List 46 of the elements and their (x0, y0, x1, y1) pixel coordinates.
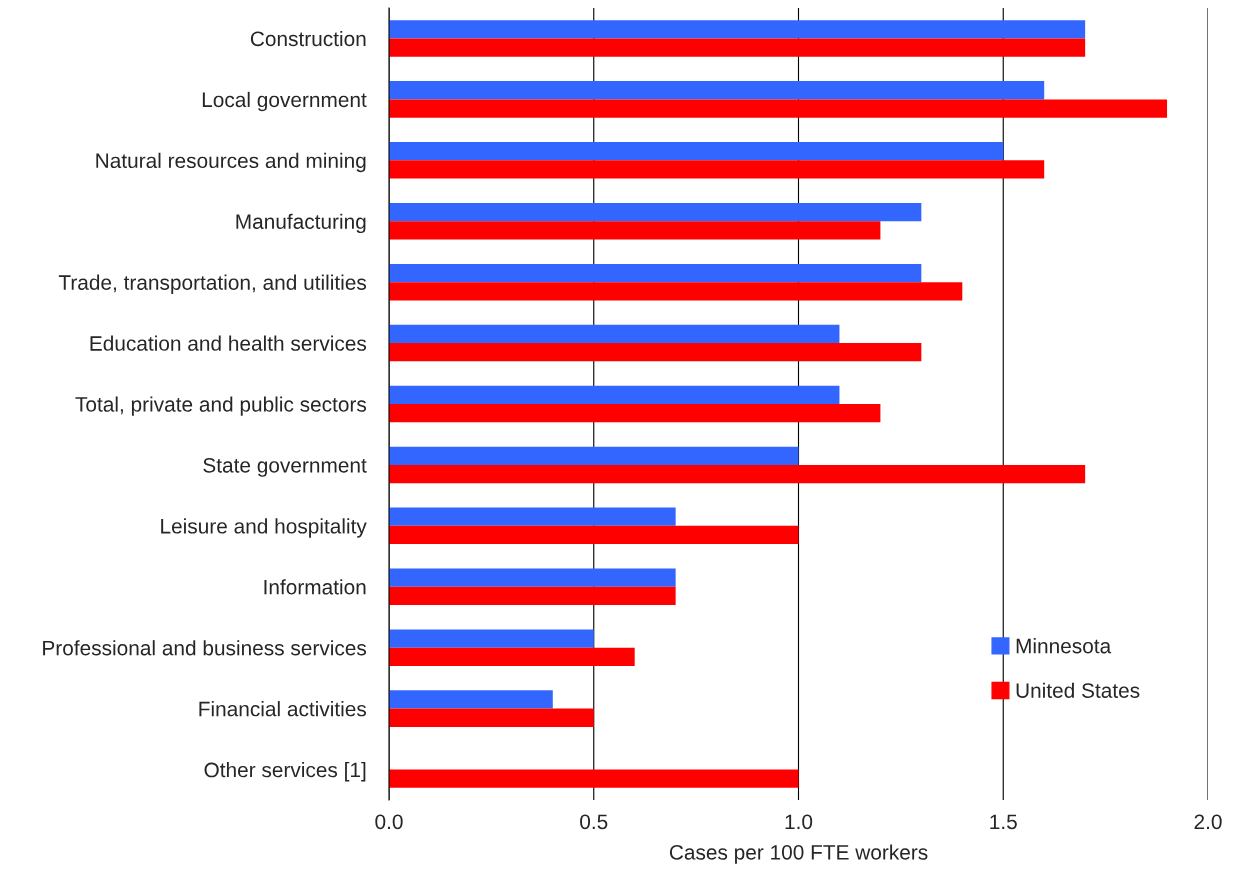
bar (389, 38, 1086, 57)
x-tick-label: 1.0 (785, 814, 813, 830)
y-tick-label: State government (203, 457, 367, 477)
bar (389, 81, 1045, 100)
bar (389, 263, 922, 283)
bar (389, 647, 635, 666)
y-tick-label: Leisure and hospitality (161, 518, 367, 538)
bar (389, 142, 1004, 161)
y-tick-label: Education and health services (90, 335, 367, 351)
y-tick-label: Local government (202, 91, 367, 112)
bar (389, 446, 799, 465)
y-tick-label: Financial activities (199, 701, 367, 717)
bar (389, 221, 881, 240)
bar (389, 404, 881, 423)
x-axis-title: Cases per 100 FTE workers (669, 844, 928, 864)
y-tick-label: Natural resources and mining (96, 152, 366, 173)
y-tick-label: Manufacturing (236, 213, 366, 234)
bar (389, 343, 922, 362)
bar (389, 586, 676, 606)
x-tick-label: 0.0 (375, 814, 403, 830)
x-tick-label: 2.0 (1194, 814, 1222, 830)
bar (389, 690, 553, 709)
x-tick-label: 0.5 (580, 814, 608, 830)
bar (389, 708, 594, 727)
legend-label: Minnesota (1016, 638, 1112, 654)
bar (389, 525, 799, 545)
x-tick-label: 1.5 (990, 814, 1017, 830)
bar (389, 629, 594, 648)
bar (389, 202, 922, 222)
y-tick-label: Other services [1] (204, 761, 366, 782)
y-tick-label: Information (264, 579, 366, 595)
y-tick-label: Professional and business services (43, 640, 367, 656)
bar (389, 324, 840, 344)
bar (389, 99, 1168, 118)
bar (389, 385, 840, 404)
y-tick-label: Trade, transportation, and utilities (58, 274, 367, 295)
bar (389, 20, 1086, 39)
bar (389, 568, 676, 587)
bar (389, 464, 1086, 484)
y-tick-label: Total, private and public sectors (75, 396, 367, 416)
legend-label: United States (1016, 682, 1140, 698)
bar (389, 160, 1045, 179)
y-tick-label: Construction (250, 30, 366, 47)
bar (389, 769, 799, 788)
bar (389, 507, 676, 526)
bar (389, 282, 963, 301)
